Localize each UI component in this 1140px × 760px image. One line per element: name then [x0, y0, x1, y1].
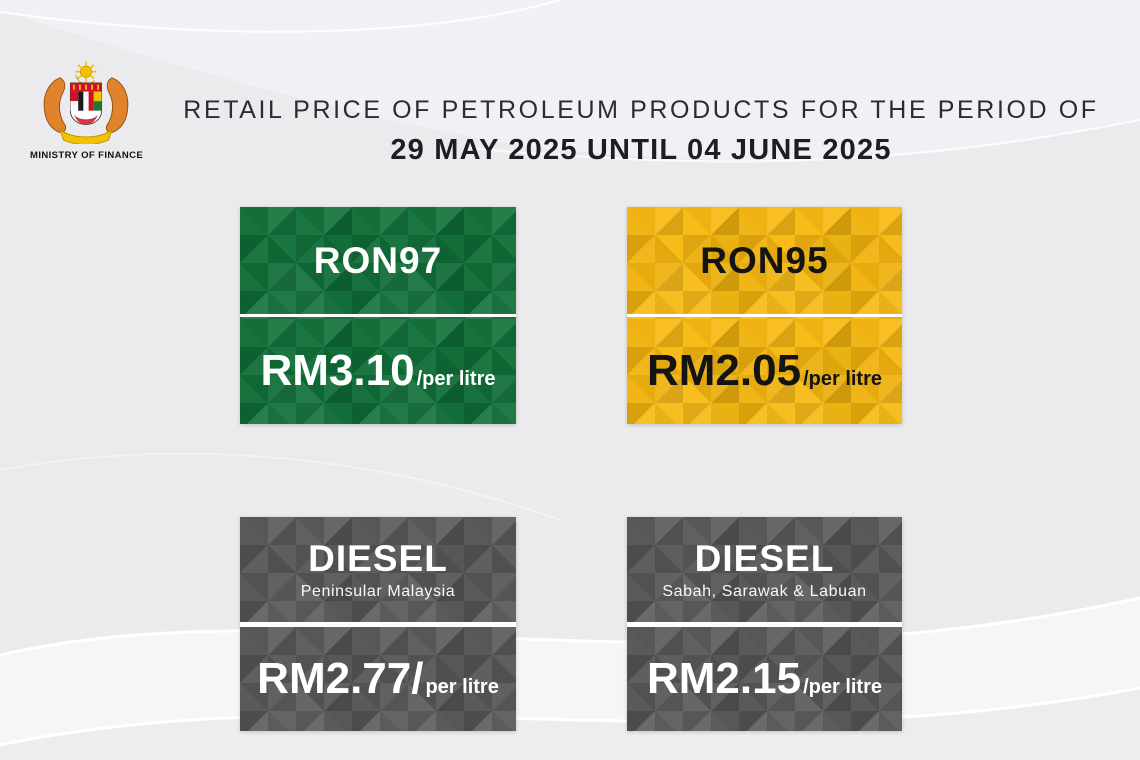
malaysia-coat-of-arms-icon [43, 61, 129, 146]
fuel-name-label: DIESEL [308, 537, 448, 579]
card-divider [240, 314, 516, 317]
page-title-period: 29 MAY 2025 UNTIL 04 JUNE 2025 [390, 134, 892, 166]
card-diesel-peninsular-title-section: DIESEL Peninsular Malaysia [240, 517, 516, 622]
fuel-price-unit: /per litre [416, 367, 496, 390]
fuel-price-unit: /per litre [803, 367, 882, 390]
tiger-supporters-icon [43, 77, 129, 133]
fuel-name-label: RON97 [313, 240, 443, 281]
card-diesel-peninsular-price-section: RM2.77/ per litre [240, 627, 516, 731]
ministry-name-label: MINISTRY OF FINANCE [30, 150, 144, 161]
fuel-name-label: DIESEL [694, 537, 835, 579]
card-ron97-title-section: RON97 [240, 207, 516, 314]
fuel-price: RM2.77/ [257, 654, 424, 703]
fuel-price-unit: /per litre [803, 676, 882, 698]
fuel-price: RM2.05 [647, 345, 802, 395]
card-ron95: RON95 RM2.05 /per litre [627, 207, 902, 424]
fuel-region-label: Sabah, Sarawak & Labuan [662, 582, 867, 600]
page-title: RETAIL PRICE OF PETROLEUM PRODUCTS FOR T… [183, 96, 1099, 124]
fuel-price: RM3.10 [260, 345, 415, 395]
crescent-star-icon [75, 61, 97, 86]
fuel-price-unit: per litre [425, 676, 499, 698]
shield-icon [69, 82, 103, 125]
card-divider [627, 314, 902, 317]
card-ron97: RON97 RM3.10 /per litre [240, 207, 516, 424]
card-ron97-price-section: RM3.10 /per litre [240, 317, 516, 424]
card-diesel-east-price-section: RM2.15 /per litre [627, 627, 902, 731]
fuel-name-label: RON95 [700, 240, 829, 281]
card-diesel-east: DIESEL Sabah, Sarawak & Labuan RM2.15 /p… [627, 517, 902, 731]
fuel-region-label: Peninsular Malaysia [300, 582, 456, 600]
card-diesel-peninsular: DIESEL Peninsular Malaysia RM2.77/ per l… [240, 517, 516, 731]
card-ron95-price-section: RM2.05 /per litre [627, 317, 902, 424]
fuel-price: RM2.15 [647, 654, 802, 703]
header-title-block: RETAIL PRICE OF PETROLEUM PRODUCTS FOR T… [150, 96, 1132, 167]
ministry-logo: MINISTRY OF FINANCE [30, 60, 144, 161]
card-ron95-title-section: RON95 [627, 207, 902, 314]
banner-ribbon-icon [59, 128, 113, 146]
card-diesel-east-title-section: DIESEL Sabah, Sarawak & Labuan [627, 517, 902, 622]
